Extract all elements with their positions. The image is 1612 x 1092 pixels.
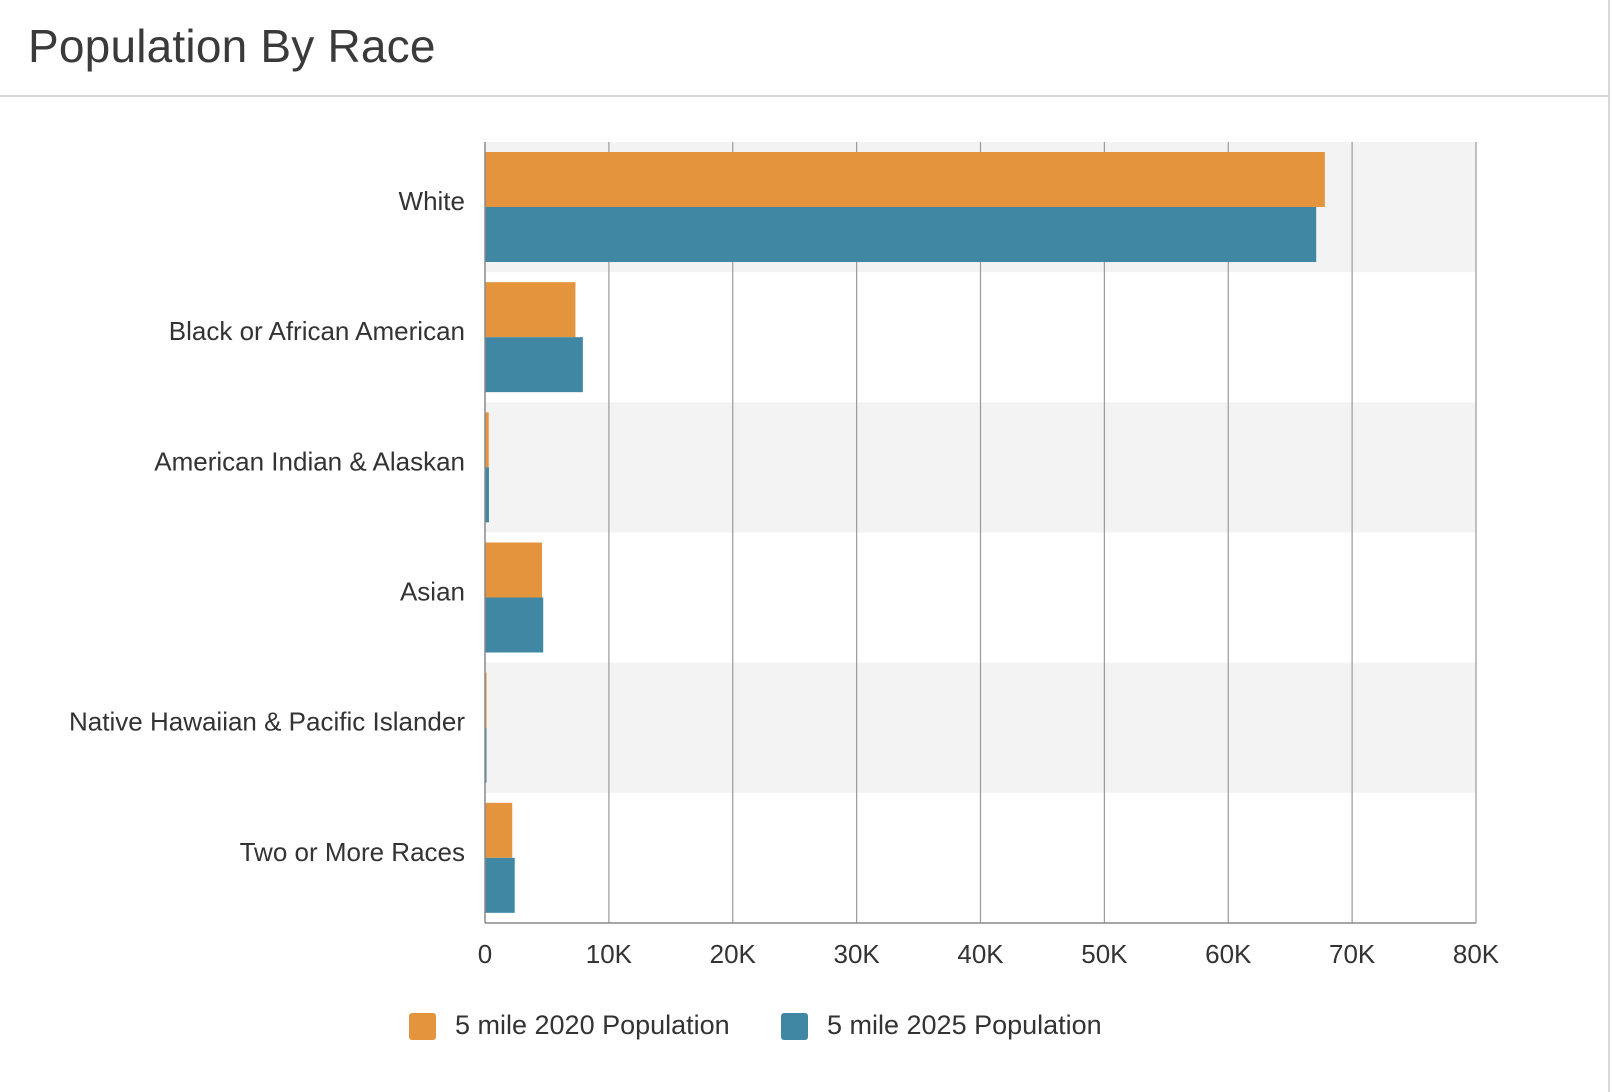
bar-2020-asian[interactable] [485,542,542,598]
bar-2025-american-indian-alaskan[interactable] [485,467,489,523]
gridlines [608,142,1477,923]
x-tick-label: 60K [1205,939,1252,969]
legend-label: 5 mile 2025 Population [827,1010,1102,1040]
bar-2020-two-or-more-races[interactable] [485,802,513,858]
legend-item-2020[interactable]: 5 mile 2020 Population [409,1010,730,1040]
category-label: Two or More Races [240,837,465,867]
category-label: Asian [400,576,465,606]
category-label: White [399,186,465,216]
panel-header: Population By Race [0,0,1610,97]
bar-2020-black-or-african-american[interactable] [485,282,576,338]
bar-2025-asian[interactable] [485,597,544,653]
x-tick-label: 80K [1453,939,1500,969]
bar-2025-white[interactable] [485,207,1317,262]
x-tick-label: 20K [710,939,757,969]
x-tick-label: 40K [957,939,1004,969]
axes [484,142,1476,924]
x-tick-label: 70K [1329,939,1376,969]
x-tick-label: 30K [833,939,880,969]
x-tick-labels: 0 10K 20K 30K 40K 50K 60K 70K 80K [478,939,1500,969]
category-label: Native Hawaiian & Pacific Islander [69,707,465,737]
x-tick-label: 50K [1081,939,1128,969]
legend-swatch [409,1013,436,1040]
bar-2025-two-or-more-races[interactable] [485,857,515,913]
x-tick-label: 10K [586,939,633,969]
page-title: Population By Race [28,20,436,72]
bar-2020-american-indian-alaskan[interactable] [485,412,489,468]
legend-label: 5 mile 2020 Population [455,1010,730,1040]
category-label: Black or African American [169,316,465,346]
category-labels: White Black or African American American I… [69,186,465,867]
bar-2020-white[interactable] [485,152,1325,207]
legend: 5 mile 2020 Population 5 mile 2025 Popula… [409,1010,1102,1040]
legend-item-2025[interactable]: 5 mile 2025 Population [781,1010,1102,1040]
bar-2025-black-or-african-american[interactable] [485,337,583,393]
legend-swatch [781,1013,808,1040]
x-tick-label: 0 [478,939,492,969]
bars [485,152,1325,913]
category-label: American Indian & Alaskan [154,446,465,476]
